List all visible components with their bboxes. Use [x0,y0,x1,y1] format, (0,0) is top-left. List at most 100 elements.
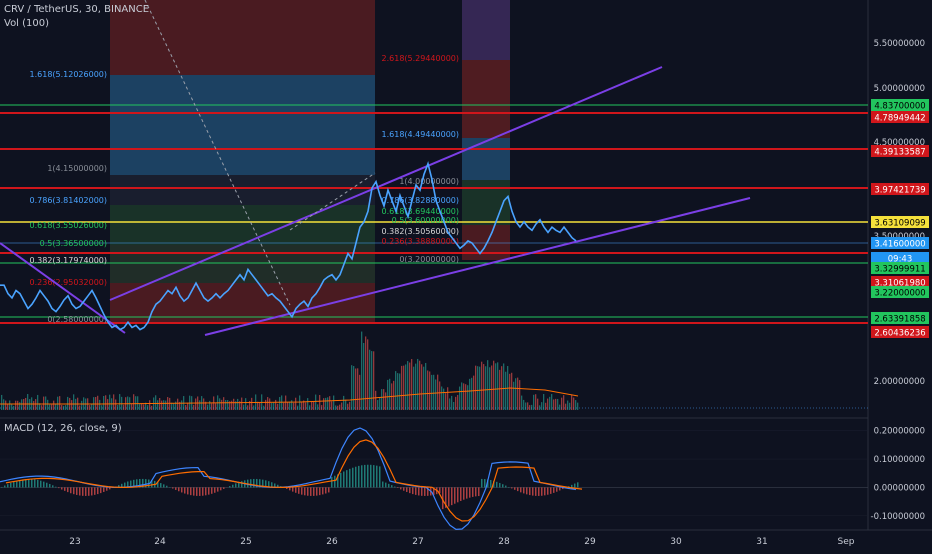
macd-histogram-bar [184,487,186,493]
volume-bar [169,398,170,410]
macd-histogram-bar [355,467,357,488]
volume-bar [557,399,558,410]
macd-histogram-bar [229,486,231,487]
macd-histogram-bar [421,487,423,495]
macd-histogram-bar [232,485,234,488]
macd-histogram-bar [484,479,486,487]
volume-bar [413,367,414,410]
signal-line [6,440,582,521]
volume-bar [495,363,496,410]
volume-bar [97,396,98,410]
volume-bar [547,399,548,410]
macd-histogram-bar [241,481,243,487]
macd-histogram-bar [559,487,561,490]
macd-histogram-bar [16,481,18,488]
macd-histogram-bar [505,486,507,488]
fib-zone-right-red [462,60,510,138]
fib-zone-grey [110,175,375,205]
time-axis-tick: 25 [240,537,251,547]
volume-bar [319,395,320,410]
macd-histogram-bar [211,487,213,493]
volume-bar [415,364,416,410]
macd-histogram-bar [577,482,579,487]
price-tag-label: 3.97421739 [874,186,925,196]
volume-bar [553,399,554,410]
volume-bar [527,402,528,410]
macd-histogram-bar [343,472,345,488]
macd-histogram-bar [208,487,210,494]
macd-histogram-bar [202,487,204,495]
volume-bar [113,394,114,410]
macd-histogram-bar [31,479,33,487]
volume-bar [359,375,360,410]
volume-bar [417,359,418,410]
volume-bar [133,394,134,410]
volume-bar [315,395,316,410]
volume-bar [355,369,356,410]
volume-bar [275,400,276,410]
volume-bar [353,366,354,410]
macd-histogram-bar [61,487,63,489]
volume-bar [409,363,410,410]
volume-bar [37,395,38,410]
macd-histogram-bar [517,487,519,491]
volume-bar [233,399,234,410]
volume-bar [459,387,460,410]
macd-histogram-bar [391,485,393,487]
macd-histogram-bar [382,482,384,488]
macd-histogram-bar [97,487,99,494]
macd-histogram-bar [82,487,84,495]
macd-axis-tick: 0.10000000 [874,455,925,465]
macd-histogram-bar [418,487,420,495]
volume-label: Vol (100) [4,18,49,29]
volume-bar [309,405,310,410]
macd-histogram-bar [193,487,195,495]
volume-bar [541,402,542,410]
volume-bar [571,395,572,410]
volume-bar [227,400,228,410]
volume-bar [473,376,474,410]
volume-bar [371,351,372,410]
volume-bar [567,401,568,410]
time-axis-tick: Sep [838,537,855,547]
price-axis-tick: 5.50000000 [874,39,925,49]
macd-histogram-bar [460,487,462,501]
volume-bar [241,398,242,410]
volume-bar [253,405,254,410]
volume-bar [231,401,232,410]
volume-bar [395,371,396,410]
fib-right-label: 0.236(3.38880000) [382,237,460,246]
volume-bar [517,378,518,410]
macd-histogram-bar [55,487,57,488]
volume-bar [117,405,118,410]
volume-bar [151,406,152,410]
volume-bar [161,401,162,410]
volume-bar [439,381,440,410]
volume-bar [393,381,394,410]
price-tag-label: 3.63109099 [874,219,925,229]
volume-bar [457,395,458,410]
volume-bar [5,401,6,410]
time-axis-tick: 26 [326,537,338,547]
macd-histogram-bar [451,487,453,505]
volume-bar [109,395,110,410]
volume-bar [11,404,12,410]
fib-right-label: 1.618(4.49440000) [382,130,460,139]
macd-histogram-bar [37,480,39,488]
macd-histogram-bar [478,487,480,496]
price-tag-label: 3.41600000 [874,240,925,250]
macd-histogram-bar [73,487,75,494]
volume-bar [277,404,278,410]
volume-bar [41,405,42,410]
volume-bar [313,402,314,410]
macd-histogram-bar [187,487,189,494]
volume-bar [27,394,28,410]
macd-histogram-bar [529,487,531,495]
macd-histogram-bar [454,487,456,503]
volume-bar [545,403,546,410]
macd-line [0,428,576,529]
macd-histogram-bar [373,465,375,487]
volume-bar [311,401,312,410]
volume-bar [411,359,412,410]
